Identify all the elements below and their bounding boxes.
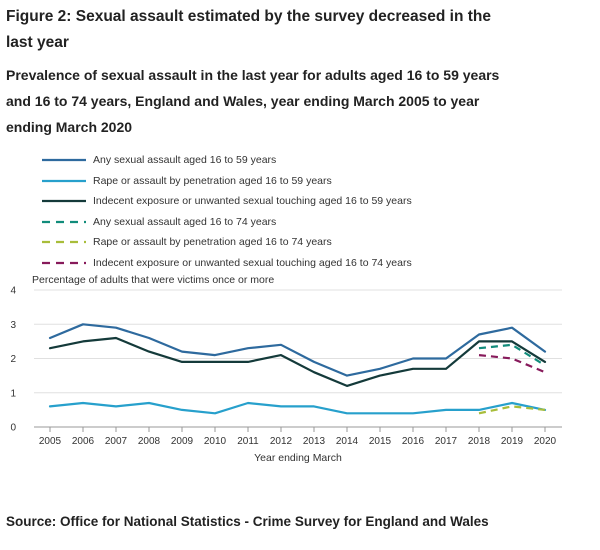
y-tick-label: 4 xyxy=(10,286,16,297)
legend-label: Rape or assault by penetration aged 16 t… xyxy=(93,174,332,187)
x-tick-label: 2019 xyxy=(501,436,524,447)
legend-label: Any sexual assault aged 16 to 59 years xyxy=(93,154,277,167)
y-tick-label: 3 xyxy=(10,320,16,331)
x-tick-label: 2010 xyxy=(204,436,227,447)
legend-label: Any sexual assault aged 16 to 74 years xyxy=(93,215,277,228)
x-tick-label: 2014 xyxy=(336,436,359,447)
x-tick-label: 2012 xyxy=(270,436,293,447)
chart-title: Figure 2: Sexual assault estimated by th… xyxy=(6,8,491,51)
x-axis-label: Year ending March xyxy=(254,452,342,464)
series-line xyxy=(48,401,547,415)
legend-item: Any sexual assault aged 16 to 74 years xyxy=(42,212,412,233)
x-tick-label: 2005 xyxy=(39,436,62,447)
x-tick-label: 2007 xyxy=(105,436,128,447)
x-tick-label: 2015 xyxy=(369,436,392,447)
legend-item: Rape or assault by penetration aged 16 t… xyxy=(42,171,412,192)
legend-swatch xyxy=(42,258,86,268)
series-line xyxy=(48,336,547,388)
legend-swatch xyxy=(42,155,86,165)
y-tick-label: 2 xyxy=(10,354,16,365)
x-tick-label: 2013 xyxy=(303,436,326,447)
legend-item: Indecent exposure or unwanted sexual tou… xyxy=(42,253,412,274)
legend-label: Indecent exposure or unwanted sexual tou… xyxy=(93,256,412,269)
legend-item: Any sexual assault aged 16 to 59 years xyxy=(42,150,412,171)
series-line xyxy=(478,354,546,374)
x-tick-label: 2016 xyxy=(402,436,425,447)
legend-swatch xyxy=(42,217,86,227)
series-line xyxy=(48,323,547,377)
source-note: Source: Office for National Statistics -… xyxy=(6,514,489,529)
y-axis-label: Percentage of adults that were victims o… xyxy=(32,274,274,286)
legend-label: Rape or assault by penetration aged 16 t… xyxy=(93,236,332,249)
x-tick-label: 2006 xyxy=(72,436,95,447)
x-tick-label: 2011 xyxy=(237,436,259,447)
line-chart: Percentage of adults that were victims o… xyxy=(10,274,562,464)
legend-swatch xyxy=(42,237,86,247)
x-tick-label: 2017 xyxy=(435,436,458,447)
x-tick-label: 2008 xyxy=(138,436,161,447)
legend-label: Indecent exposure or unwanted sexual tou… xyxy=(93,195,412,208)
chart-subtitle: Prevalence of sexual assault in the last… xyxy=(6,67,500,135)
legend-swatch xyxy=(42,196,86,206)
y-tick-label: 0 xyxy=(10,423,16,434)
chart-legend: Any sexual assault aged 16 to 59 years Ra… xyxy=(42,150,412,273)
x-tick-label: 2020 xyxy=(534,436,557,447)
legend-item: Rape or assault by penetration aged 16 t… xyxy=(42,232,412,253)
legend-swatch xyxy=(42,176,86,186)
x-tick-label: 2009 xyxy=(171,436,194,447)
legend-item: Indecent exposure or unwanted sexual tou… xyxy=(42,191,412,212)
y-tick-label: 1 xyxy=(10,388,16,399)
x-tick-label: 2018 xyxy=(468,436,491,447)
